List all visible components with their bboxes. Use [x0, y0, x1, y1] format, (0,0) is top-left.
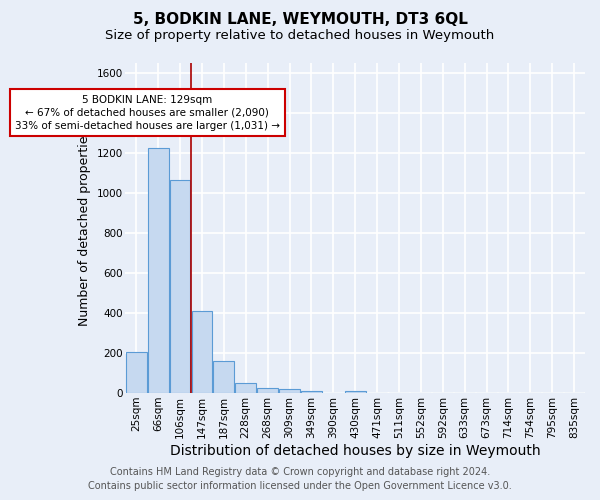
Text: 5 BODKIN LANE: 129sqm
← 67% of detached houses are smaller (2,090)
33% of semi-d: 5 BODKIN LANE: 129sqm ← 67% of detached …: [15, 94, 280, 131]
Bar: [235, 382, 256, 393]
Bar: [345, 390, 365, 393]
Bar: [279, 388, 300, 393]
Bar: [126, 352, 146, 393]
Y-axis label: Number of detached properties: Number of detached properties: [78, 130, 91, 326]
Bar: [191, 311, 212, 393]
Bar: [170, 180, 190, 393]
Bar: [301, 390, 322, 393]
X-axis label: Distribution of detached houses by size in Weymouth: Distribution of detached houses by size …: [170, 444, 541, 458]
Bar: [214, 361, 234, 393]
Text: Contains HM Land Registry data © Crown copyright and database right 2024.
Contai: Contains HM Land Registry data © Crown c…: [88, 467, 512, 491]
Bar: [148, 148, 169, 393]
Text: Size of property relative to detached houses in Weymouth: Size of property relative to detached ho…: [106, 29, 494, 42]
Bar: [257, 388, 278, 393]
Text: 5, BODKIN LANE, WEYMOUTH, DT3 6QL: 5, BODKIN LANE, WEYMOUTH, DT3 6QL: [133, 12, 467, 28]
